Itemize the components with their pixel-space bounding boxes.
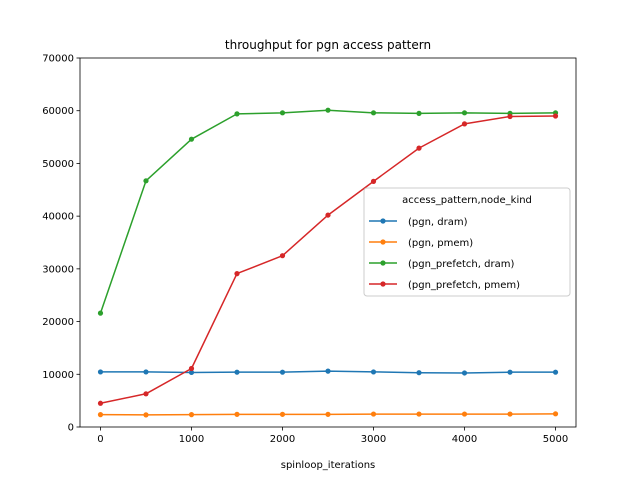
data-point: [279, 369, 286, 375]
legend-marker: [380, 239, 386, 245]
data-point: [325, 107, 331, 113]
data-point: [143, 369, 149, 375]
data-point: [461, 121, 468, 127]
data-point: [188, 412, 195, 418]
y-tick-label: 70000: [42, 54, 74, 65]
legend-box: [363, 187, 571, 297]
data-point: [234, 271, 240, 277]
series-0: [97, 368, 559, 376]
data-point: [234, 411, 240, 417]
data-point: [97, 310, 104, 316]
plot-area: [97, 107, 559, 418]
data-point: [143, 391, 149, 397]
data-point: [552, 369, 559, 375]
data-point: [416, 110, 422, 116]
legend-title: access_pattern,node_kind: [402, 195, 532, 206]
x-tick-label: 4000: [452, 434, 477, 445]
series-1: [97, 411, 559, 418]
legend-label: (pgn_prefetch, dram): [408, 259, 514, 270]
legend-marker: [380, 260, 386, 266]
y-tick-label: 50000: [42, 159, 74, 170]
x-tick-label: 1000: [179, 434, 204, 445]
data-point: [325, 368, 331, 374]
data-point: [461, 110, 468, 116]
data-point: [370, 110, 377, 116]
data-point: [370, 411, 377, 417]
legend-label: (pgn, dram): [408, 217, 468, 228]
y-axis: 0 10000 20000 30000 40000 50000 60000 70000: [42, 54, 80, 434]
data-point: [325, 411, 331, 417]
legend-marker: [380, 281, 386, 287]
data-point: [188, 136, 195, 142]
legend-label: (pgn_prefetch, pmem): [408, 280, 520, 291]
data-point: [552, 411, 559, 417]
plot-frame: [79, 57, 577, 428]
data-point: [507, 113, 513, 120]
series-3: [97, 113, 559, 406]
y-tick-label: 10000: [42, 370, 74, 381]
x-tick-label: 5000: [543, 434, 568, 445]
y-tick-label: 60000: [42, 106, 74, 117]
y-tick-label: 0: [68, 423, 74, 434]
x-tick-label: 0: [97, 434, 103, 445]
data-point: [97, 369, 104, 375]
y-tick-label: 40000: [42, 212, 74, 223]
x-axis: 0 1000 2000 3000 4000 5000: [97, 427, 568, 445]
series-2: [97, 107, 559, 316]
data-point: [143, 178, 149, 184]
x-tick-label: 2000: [270, 434, 295, 445]
data-point: [97, 412, 104, 418]
legend-marker: [380, 218, 386, 224]
legend-label: (pgn, pmem): [408, 238, 473, 249]
chart-title: throughput for pgn access pattern: [225, 38, 431, 52]
data-point: [279, 253, 286, 259]
y-tick-label: 30000: [42, 264, 74, 275]
legend-entries: (pgn, dram) (pgn, pmem) (pgn_prefetch, dra…: [369, 217, 520, 291]
x-tick-label: 3000: [361, 434, 386, 445]
data-point: [370, 369, 377, 375]
y-tick-label: 20000: [42, 317, 74, 328]
data-point: [234, 111, 240, 117]
data-point: [279, 110, 286, 116]
data-point: [507, 369, 513, 375]
data-point: [279, 411, 286, 417]
data-point: [325, 212, 331, 218]
data-point: [416, 411, 422, 417]
data-point: [507, 411, 513, 417]
x-axis-label: spinloop_iterations: [281, 460, 376, 471]
data-point: [234, 369, 240, 375]
data-point: [552, 113, 559, 119]
data-point: [370, 178, 377, 184]
data-point: [188, 369, 195, 376]
data-point: [416, 145, 422, 151]
data-point: [97, 400, 104, 406]
data-point: [143, 412, 149, 418]
data-point: [461, 370, 468, 376]
data-point: [461, 411, 468, 417]
legend: access_pattern,node_kind (pgn, dram)(pgn…: [363, 187, 571, 297]
data-point: [416, 370, 422, 376]
data-point: [188, 365, 195, 372]
